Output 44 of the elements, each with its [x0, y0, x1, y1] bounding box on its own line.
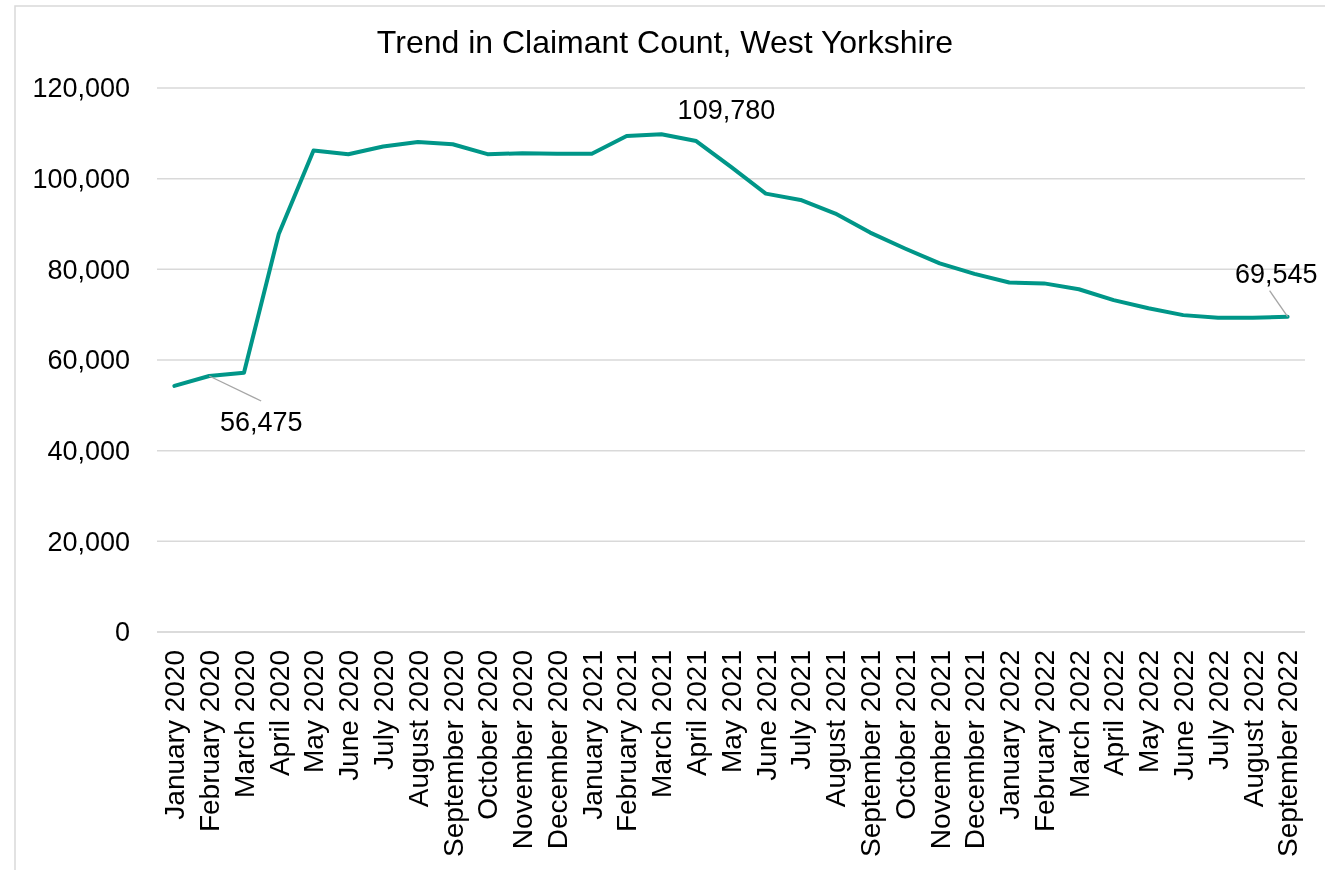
x-tick-label: May 2022 [1133, 650, 1165, 773]
x-tick-label: January 2022 [994, 650, 1026, 820]
x-tick-label: December 2020 [541, 650, 573, 850]
x-tick-label: September 2021 [854, 650, 886, 858]
x-tick-label: August 2020 [402, 650, 434, 808]
x-tick-label: July 2021 [785, 650, 817, 770]
x-tick-label: July 2022 [1202, 650, 1234, 770]
y-tick-label: 60,000 [47, 345, 130, 376]
x-tick-label: June 2021 [750, 650, 782, 781]
data-label: 109,780 [677, 95, 776, 126]
x-tick-label: May 2021 [715, 650, 747, 773]
x-tick-label: August 2022 [1237, 650, 1269, 808]
x-tick-label: August 2021 [820, 650, 852, 808]
x-tick-label: February 2022 [1028, 650, 1060, 833]
x-tick-label: March 2021 [646, 650, 678, 798]
y-tick-label: 40,000 [47, 436, 130, 467]
x-tick-label: December 2021 [959, 650, 991, 850]
data-label: 69,545 [1235, 258, 1318, 289]
x-tick-label: September 2022 [1272, 650, 1304, 858]
y-tick-label: 100,000 [32, 164, 130, 195]
x-tick-label: March 2022 [1063, 650, 1095, 798]
x-tick-label: November 2020 [507, 650, 539, 850]
x-tick-label: May 2020 [298, 650, 330, 773]
x-tick-label: February 2020 [193, 650, 225, 833]
x-tick-label: April 2021 [681, 650, 713, 777]
x-tick-label: January 2021 [576, 650, 608, 820]
x-tick-label: October 2020 [472, 650, 504, 820]
y-tick-label: 80,000 [47, 254, 130, 285]
x-tick-label: June 2022 [1168, 650, 1200, 781]
y-tick-label: 120,000 [32, 73, 130, 104]
x-tick-label: November 2021 [924, 650, 956, 850]
x-tick-label: January 2020 [159, 650, 191, 820]
x-tick-label: April 2020 [263, 650, 295, 777]
x-tick-label: October 2021 [889, 650, 921, 820]
x-tick-label: July 2020 [367, 650, 399, 770]
x-tick-label: June 2020 [333, 650, 365, 781]
x-tick-label: April 2022 [1098, 650, 1130, 777]
chart-title: Trend in Claimant Count, West Yorkshire [376, 24, 954, 60]
x-tick-label: September 2020 [437, 650, 469, 858]
x-tick-label: March 2020 [228, 650, 260, 798]
y-tick-label: 20,000 [47, 526, 130, 557]
x-tick-label: February 2021 [611, 650, 643, 833]
data-label: 56,475 [219, 406, 303, 437]
y-tick-label: 0 [114, 617, 130, 648]
